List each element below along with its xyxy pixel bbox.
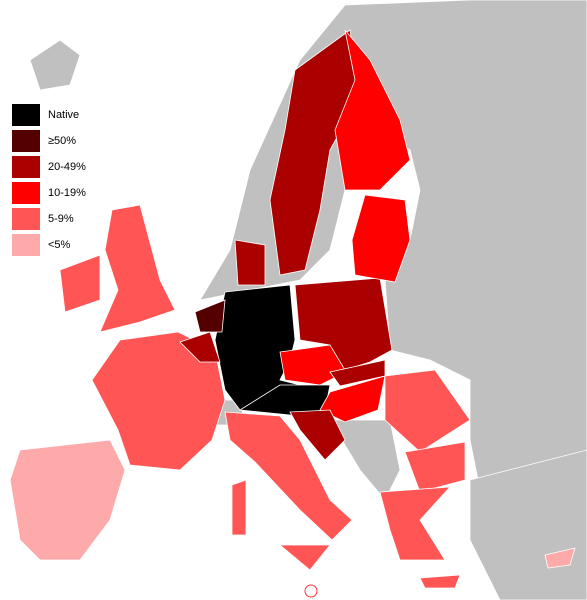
country xyxy=(384,369,471,453)
land xyxy=(329,419,401,501)
country xyxy=(99,204,176,333)
country xyxy=(179,331,221,363)
land xyxy=(29,39,81,91)
legend: Native ≥50% 20-49% 10-19% 5-9% <5% xyxy=(12,104,86,256)
country xyxy=(194,299,226,333)
country xyxy=(319,375,386,423)
legend-swatch xyxy=(12,104,40,126)
legend-label: 10-19% xyxy=(48,187,86,199)
legend-label: ≥50% xyxy=(48,135,76,147)
legend-label: Native xyxy=(48,109,79,121)
country xyxy=(379,486,451,561)
legend-swatch xyxy=(12,208,40,230)
country xyxy=(351,194,411,283)
country xyxy=(234,239,266,286)
legend-swatch xyxy=(12,182,40,204)
legend-label: 20-49% xyxy=(48,161,86,173)
legend-swatch xyxy=(12,130,40,152)
country xyxy=(224,411,353,541)
country xyxy=(544,547,576,569)
legend-label: <5% xyxy=(48,239,71,251)
country xyxy=(289,409,346,461)
legend-label: 5-9% xyxy=(48,213,74,225)
legend-swatch xyxy=(12,156,40,178)
country xyxy=(278,544,331,571)
country xyxy=(419,574,461,589)
country xyxy=(231,479,247,536)
malta-marker xyxy=(304,584,318,598)
country xyxy=(59,254,101,313)
legend-swatch xyxy=(12,234,40,256)
country xyxy=(334,29,411,191)
country xyxy=(404,441,466,493)
country xyxy=(9,439,126,561)
